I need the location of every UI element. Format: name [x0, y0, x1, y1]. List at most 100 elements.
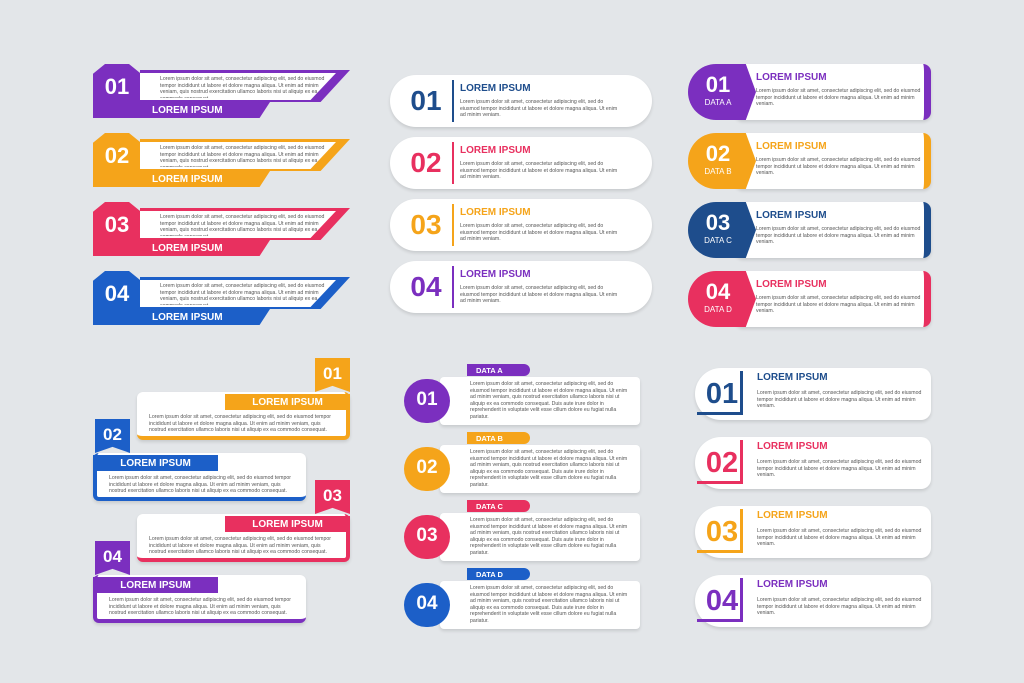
item-number: 04 [705, 585, 739, 617]
item-tag: DATA C [476, 502, 503, 511]
accent-line [452, 204, 454, 246]
number-circle [404, 447, 450, 491]
pill-card: 03 LOREM IPSUM Lorem ipsum dolor sit amet,… [695, 506, 931, 558]
title-band [93, 455, 218, 471]
item-number: 04 [104, 281, 130, 306]
corner-line [697, 440, 743, 484]
pill-card: 03 LOREM IPSUM Lorem ipsum dolor sit amet,… [390, 199, 652, 251]
corner-line [697, 371, 743, 415]
corner-line [697, 509, 743, 553]
item-text: Lorem ipsum dolor sit amet, consectetur … [757, 390, 922, 410]
item-title: LOREM IPSUM [460, 83, 531, 94]
number-circle [404, 583, 450, 627]
title-band [93, 577, 218, 593]
item-text: Lorem ipsum dolor sit amet, consectetur … [757, 459, 922, 479]
item-number: 02 [416, 457, 438, 478]
item-text: Lorem ipsum dolor sit amet, consectetur … [757, 528, 922, 548]
number-badge [93, 202, 141, 256]
tab-card: LOREM IPSUM Lorem ipsum dolor sit amet, c… [735, 202, 931, 258]
item-tag: DATA D [704, 305, 732, 314]
item-title: LOREM IPSUM [756, 279, 827, 290]
item-number: 03 [410, 209, 442, 240]
item-text: Lorem ipsum dolor sit amet, consectetur … [757, 597, 922, 617]
item-text: Lorem ipsum dolor sit amet, consectetur … [160, 214, 325, 236]
number-circle [404, 515, 450, 559]
item-text: Lorem ipsum dolor sit amet, consectetur … [109, 597, 291, 617]
corner-line [697, 578, 743, 622]
accent-line [452, 80, 454, 122]
tag-band [467, 500, 530, 512]
pill-card: 01 LOREM IPSUM Lorem ipsum dolor sit amet,… [390, 75, 652, 127]
number-tab [688, 202, 756, 258]
item-tag: DATA B [704, 167, 732, 176]
item-text: Lorem ipsum dolor sit amet, consectetur … [470, 449, 628, 488]
item-title: LOREM IPSUM [152, 243, 223, 254]
title-band [140, 240, 270, 256]
item-number: 01 [705, 378, 739, 410]
item-tag: DATA A [704, 98, 732, 107]
item-title: LOREM IPSUM [460, 145, 531, 156]
item-title: LOREM IPSUM [756, 72, 827, 83]
item-text: Lorem ipsum dolor sit amet, consectetur … [756, 88, 921, 108]
item-number: 01 [323, 364, 342, 383]
item-title: LOREM IPSUM [757, 510, 828, 521]
accent-line [452, 142, 454, 184]
item-title: LOREM IPSUM [756, 141, 827, 152]
pill-card: 04 LOREM IPSUM Lorem ipsum dolor sit amet,… [390, 261, 652, 313]
item-number: 04 [103, 547, 122, 566]
item-number: 04 [705, 279, 731, 304]
item-text: Lorem ipsum dolor sit amet, consectetur … [756, 226, 921, 246]
item-number: 03 [705, 210, 731, 235]
title-band [225, 394, 350, 410]
item-number: 04 [416, 593, 438, 614]
title-band [140, 102, 270, 118]
pill-card: 01 LOREM IPSUM Lorem ipsum dolor sit amet,… [695, 368, 931, 420]
pill-card: 02 LOREM IPSUM Lorem ipsum dolor sit amet,… [695, 437, 931, 489]
item-text: Lorem ipsum dolor sit amet, consectetur … [160, 283, 325, 305]
item-text: Lorem ipsum dolor sit amet, consectetur … [470, 381, 628, 420]
number-tab [688, 64, 756, 120]
item-title: LOREM IPSUM [460, 269, 531, 280]
data-card: Lorem ipsum dolor sit amet, consectetur … [440, 377, 640, 425]
item-text: Lorem ipsum dolor sit amet, consectetur … [460, 223, 618, 243]
title-band [140, 171, 270, 187]
number-badge [93, 271, 141, 325]
item-text: Lorem ipsum dolor sit amet, consectetur … [756, 295, 921, 315]
item-tag: DATA A [476, 366, 503, 375]
item-title: LOREM IPSUM [252, 519, 323, 530]
item-number: 02 [103, 425, 122, 444]
item-title: LOREM IPSUM [756, 210, 827, 221]
number-badge [93, 64, 141, 118]
item-number: 03 [323, 486, 342, 505]
item-number: 01 [416, 389, 438, 410]
tag-band [467, 364, 530, 376]
item-title: LOREM IPSUM [757, 579, 828, 590]
item-title: LOREM IPSUM [460, 207, 531, 218]
data-card: Lorem ipsum dolor sit amet, consectetur … [440, 581, 640, 629]
item-title: LOREM IPSUM [152, 174, 223, 185]
item-title: LOREM IPSUM [152, 312, 223, 323]
item-title: LOREM IPSUM [120, 580, 191, 591]
banner-body: Lorem ipsum dolor sit amet, consectetur … [140, 73, 336, 100]
item-text: Lorem ipsum dolor sit amet, consectetur … [160, 145, 325, 167]
number-tab [688, 133, 756, 189]
item-text: Lorem ipsum dolor sit amet, consectetur … [460, 285, 618, 305]
item-text: Lorem ipsum dolor sit amet, consectetur … [160, 76, 325, 98]
number-badge [93, 133, 141, 187]
banner-body: Lorem ipsum dolor sit amet, consectetur … [140, 142, 336, 169]
item-number: 04 [410, 271, 442, 302]
title-band [225, 516, 350, 532]
tag-band [467, 568, 530, 580]
item-text: Lorem ipsum dolor sit amet, consectetur … [149, 536, 331, 556]
accent-line [452, 266, 454, 308]
number-circle [404, 379, 450, 423]
item-text: Lorem ipsum dolor sit amet, consectetur … [149, 414, 331, 434]
title-band [140, 309, 270, 325]
item-text: Lorem ipsum dolor sit amet, consectetur … [470, 517, 628, 556]
item-title: LOREM IPSUM [120, 458, 191, 469]
item-number: 03 [705, 516, 739, 548]
item-number: 03 [416, 525, 438, 546]
data-card: Lorem ipsum dolor sit amet, consectetur … [440, 445, 640, 493]
item-text: Lorem ipsum dolor sit amet, consectetur … [756, 157, 921, 177]
